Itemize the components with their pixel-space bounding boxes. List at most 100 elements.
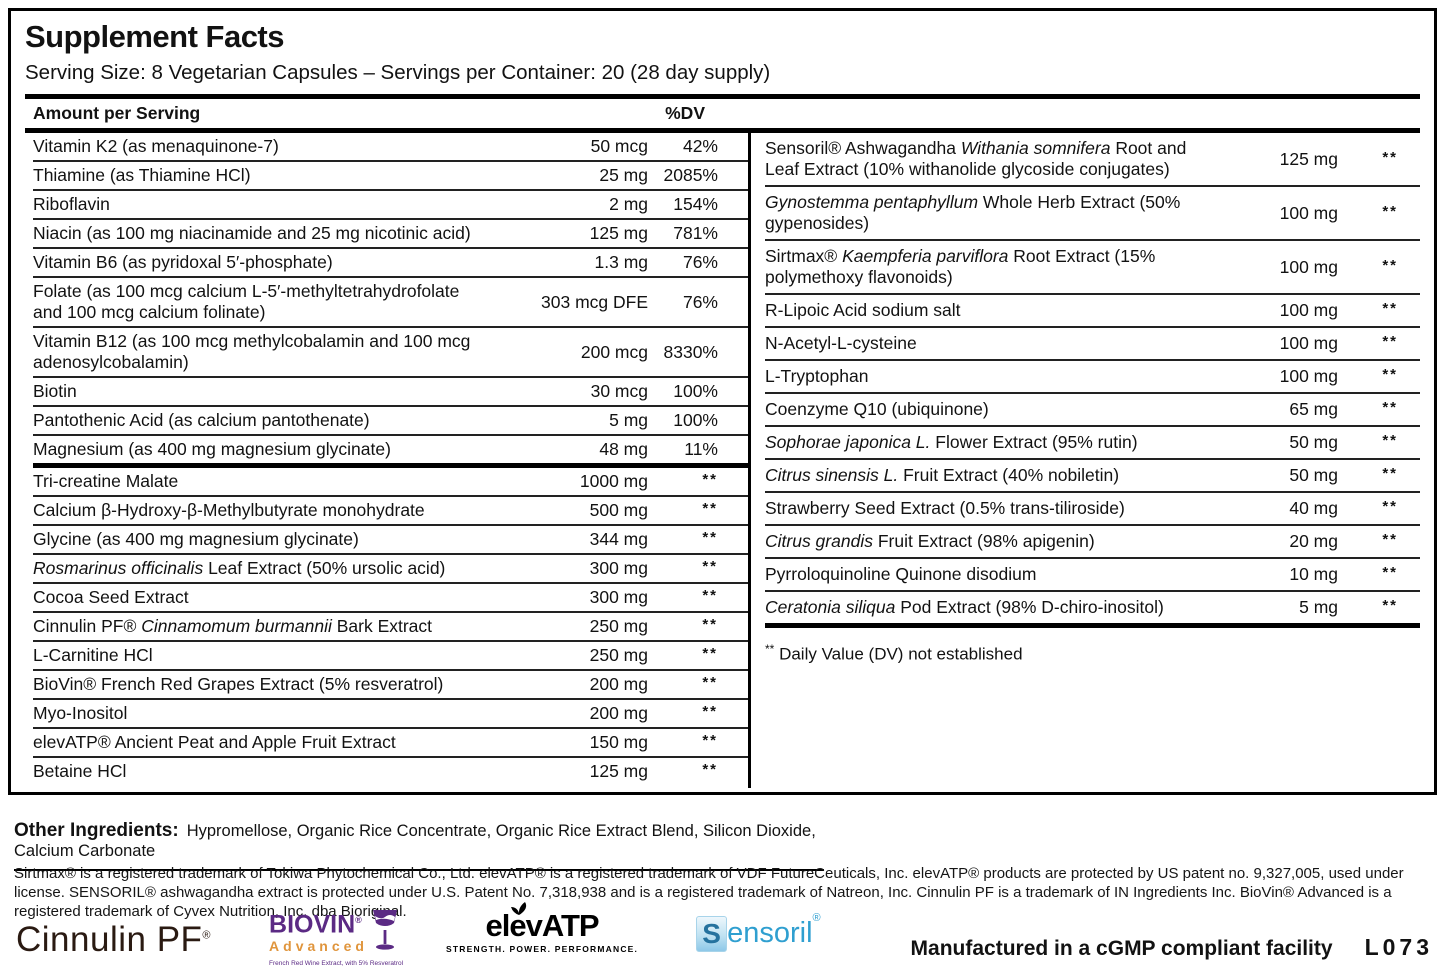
table-row: Pyrroloquinoline Quinone disodium 10 mg ** [765,559,1420,592]
footnote-marker: ** [765,642,775,656]
ingredient-amount: 48 mg [599,439,648,459]
ingredient-daily-value: 8330% [663,341,719,362]
table-row: BioVin® French Red Grapes Extract (5% re… [33,671,748,700]
ingredient-name: N-Acetyl-L-cysteine [765,333,917,353]
ingredient-name: Vitamin B6 (as pyridoxal 5′-phosphate) [33,252,333,272]
table-row: Cocoa Seed Extract 300 mg ** [33,584,748,613]
sensoril-s-badge: S [696,916,728,952]
ingredient-daily-value: ** [1382,366,1398,383]
ingredient-name: Vitamin B12 (as 100 mcg methylcobalamin … [33,331,471,372]
ingredient-name: Magnesium (as 400 mg magnesium glycinate… [33,439,391,459]
ingredient-daily-value: 100% [673,381,718,401]
table-row: Calcium β-Hydroxy-β-Methylbutyrate monoh… [33,497,748,526]
logo-elevatp: elevATP STRENGTH. POWER. PERFORMANCE. [446,902,639,954]
ingredient-name: Betaine HCl [33,761,127,781]
ingredient-name: R-Lipoic Acid sodium salt [765,300,961,320]
ingredient-name: Rosmarinus officinalis Leaf Extract (50%… [33,558,446,578]
ingredient-daily-value: ** [702,645,718,662]
table-row: Sophorae japonica L. Flower Extract (95%… [765,427,1420,460]
other-ingredients-section: Other Ingredients: Hypromellose, Organic … [14,820,824,871]
right-rows-container: Sensoril® Ashwagandha Withania somnifera… [765,133,1420,628]
sensoril-wordmark: ensoril [727,917,813,949]
table-row: Vitamin B12 (as 100 mcg methylcobalamin … [33,328,748,378]
ingredient-name: Riboflavin [33,194,110,214]
ingredient-daily-value: ** [702,703,718,720]
column-divider [748,133,751,788]
lot-code: L073 [1364,934,1433,960]
ingredient-amount: 30 mcg [590,381,648,401]
ingredient-daily-value: ** [702,674,718,691]
ingredient-daily-value: ** [702,761,718,778]
ingredient-daily-value: ** [1382,597,1398,614]
footer-row: Manufactured in a cGMP compliant facilit… [911,934,1433,961]
table-row: Citrus grandis Fruit Extract (98% apigen… [765,526,1420,559]
ingredient-daily-value: ** [702,558,718,575]
trademark-disclaimer: Sirtmax® is a registered trademark of To… [14,865,1404,920]
percent-dv-header: %DV [665,103,705,123]
ingredient-name: Myo-Inositol [33,703,128,723]
left-ingredient-column: Vitamin K2 (as menaquinone-7) 50 mcg 42% Th… [25,133,748,788]
ingredient-amount: 300 mg [589,558,648,578]
ingredient-daily-value: ** [702,732,718,749]
table-row: Biotin 30 mcg 100% [33,378,748,407]
ingredient-daily-value: 76% [682,252,718,272]
ingredient-daily-value: 781% [673,223,718,243]
table-row: Sirtmax® Kaempferia parviflora Root Extr… [765,241,1420,295]
table-row: Vitamin K2 (as menaquinone-7) 50 mcg 42% [33,133,748,162]
ingredient-daily-value: ** [1382,202,1398,220]
table-row: Sensoril® Ashwagandha Withania somnifera… [765,133,1420,187]
ingredient-name: Pyrroloquinoline Quinone disodium [765,564,1037,584]
ingredient-name: Biotin [33,381,77,401]
footnote-text: Daily Value (DV) not established [779,644,1023,664]
cgmp-statement: Manufactured in a cGMP compliant facilit… [910,937,1333,960]
ingredient-amount: 100 mg [1279,366,1338,386]
table-row: Strawberry Seed Extract (0.5% trans-tili… [765,493,1420,526]
ingredient-daily-value: ** [1382,498,1398,515]
ingredient-amount: 20 mg [1289,531,1338,551]
ingredient-amount: 1000 mg [579,471,648,491]
ingredient-amount: 100 mg [1279,256,1338,277]
table-row: Folate (as 100 mcg calcium L-5′-methylte… [33,278,748,328]
ingredient-name: Niacin (as 100 mg niacinamide and 25 mg … [33,223,471,243]
table-row: Gynostemma pentaphyllum Whole Herb Extra… [765,187,1420,241]
ingredient-daily-value: 42% [682,136,718,156]
ingredient-name: Folate (as 100 mcg calcium L-5′-methylte… [33,281,460,322]
ingredient-amount: 200 mg [589,703,648,723]
ingredient-amount: 125 mg [1279,148,1338,169]
ingredient-amount: 5 mg [1299,597,1338,617]
ingredient-daily-value: ** [1382,399,1398,416]
leaf-icon [508,900,530,921]
table-row: elevATP® Ancient Peat and Apple Fruit Ex… [33,729,748,758]
ingredient-name: Sophorae japonica L. Flower Extract (95%… [765,432,1138,452]
ingredient-name: Citrus grandis Fruit Extract (98% apigen… [765,531,1095,551]
table-row: Citrus sinensis L. Fruit Extract (40% no… [765,460,1420,493]
ingredient-name: Cocoa Seed Extract [33,587,189,607]
ingredient-name: Strawberry Seed Extract (0.5% trans-tili… [765,498,1125,518]
ingredient-amount: 50 mg [1289,465,1338,485]
table-row: R-Lipoic Acid sodium salt 100 mg ** [765,295,1420,328]
ingredient-amount: 303 mcg DFE [541,291,648,312]
elevatp-tagline: STRENGTH. POWER. PERFORMANCE. [446,944,639,954]
dv-footnote: ** Daily Value (DV) not established [765,642,1420,665]
ingredient-name: BioVin® French Red Grapes Extract (5% re… [33,674,444,694]
ingredient-amount: 5 mg [609,410,648,430]
brand-logos-row: Cinnulin PF® BIOVIN® Advanced French Red… [16,902,821,967]
table-row: L-Tryptophan 100 mg ** [765,361,1420,394]
table-row: Betaine HCl 125 mg ** [33,758,748,785]
ingredient-name: elevATP® Ancient Peat and Apple Fruit Ex… [33,732,396,752]
table-row: Pantothenic Acid (as calcium pantothenat… [33,407,748,436]
table-row: Ceratonia siliqua Pod Extract (98% D-chi… [765,592,1420,628]
ingredient-amount: 250 mg [589,616,648,636]
ingredient-daily-value: ** [1382,432,1398,449]
ingredient-name: Citrus sinensis L. Fruit Extract (40% no… [765,465,1120,485]
ingredient-amount: 65 mg [1289,399,1338,419]
ingredient-amount: 200 mcg [580,341,648,362]
amount-per-serving-header: Amount per Serving [33,103,201,123]
ingredient-name: Thiamine (as Thiamine HCl) [33,165,251,185]
sensoril-registered-mark: ® [812,912,821,924]
ingredient-daily-value: ** [1382,465,1398,482]
logo-cinnulin-pf: Cinnulin PF® [16,920,212,959]
ingredient-name: L-Carnitine HCl [33,645,153,665]
wine-glass-icon [370,908,400,957]
ingredient-daily-value: ** [702,616,718,633]
